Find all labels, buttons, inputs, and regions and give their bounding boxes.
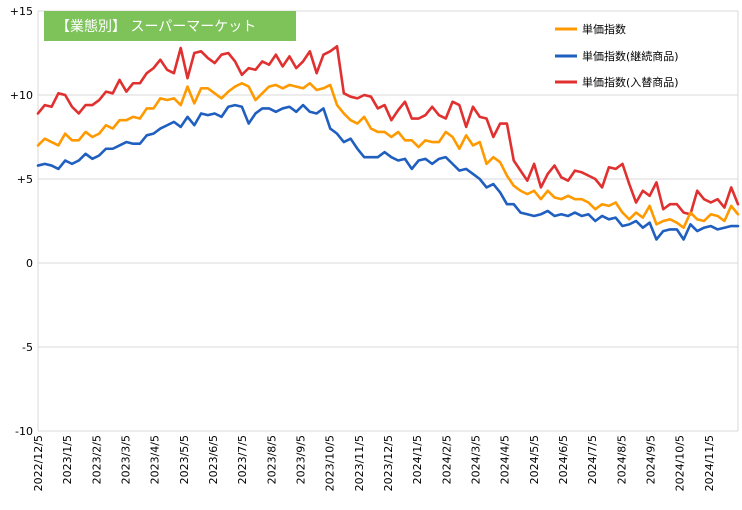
x-tick-label: 2024/8/5 (615, 435, 628, 484)
x-tick-label: 2023/4/5 (149, 435, 162, 484)
x-tick-label: 2024/4/5 (499, 435, 512, 484)
y-tick-label: -10 (15, 425, 33, 438)
series-line-2 (36, 44, 740, 216)
x-tick-label: 2023/6/5 (207, 435, 220, 484)
badge-label: 【業態別】 スーパーマーケット (56, 19, 256, 35)
x-axis-ticks: 2022/12/5 2023/1/5 2023/2/5 2023/3/5 2023/4/… (32, 435, 716, 491)
x-tick-label: 2024/3/5 (470, 435, 483, 484)
x-tick-label: 2023/9/5 (295, 435, 308, 484)
x-tick-label: 2023/7/5 (236, 435, 249, 484)
x-tick-label: 2023/1/5 (61, 435, 74, 484)
y-tick-label: 0 (26, 257, 33, 270)
x-tick-label: 2023/12/5 (382, 435, 395, 491)
y-tick-label: +10 (10, 89, 33, 102)
x-tick-label: 2022/12/5 (32, 435, 45, 491)
x-tick-label: 2024/6/5 (557, 435, 570, 484)
series-lines (36, 44, 740, 241)
y-tick-label: -5 (22, 341, 33, 354)
x-tick-label: 2023/5/5 (178, 435, 191, 484)
category-badge: 【業態別】 スーパーマーケット (44, 11, 296, 41)
x-tick-label: 2023/10/5 (324, 435, 337, 491)
x-tick-label: 2024/7/5 (586, 435, 599, 484)
x-tick-label: 2023/2/5 (90, 435, 103, 484)
legend-label: 単価指数 (582, 22, 626, 36)
y-axis-ticks: +15 +10 +5 0 -5 -10 (10, 5, 33, 438)
legend-label: 単価指数(入替商品) (582, 75, 679, 89)
legend-label: 単価指数(継続商品) (582, 49, 679, 63)
grid-lines (37, 10, 739, 432)
x-tick-label: 2024/2/5 (440, 435, 453, 484)
x-tick-label: 2023/3/5 (120, 435, 133, 484)
x-tick-label: 2024/5/5 (528, 435, 541, 484)
y-tick-label: +5 (17, 173, 33, 186)
series-line-1 (36, 103, 740, 241)
x-tick-label: 2023/11/5 (353, 435, 366, 491)
x-tick-label: 2023/8/5 (265, 435, 278, 484)
x-tick-label: 2024/9/5 (645, 435, 658, 484)
x-tick-label: 2024/11/5 (703, 435, 716, 491)
series-line-0 (36, 81, 740, 230)
badge-background (44, 11, 296, 41)
x-tick-label: 2024/1/5 (411, 435, 424, 484)
x-tick-label: 2024/10/5 (674, 435, 687, 491)
y-tick-label: +15 (10, 5, 33, 18)
